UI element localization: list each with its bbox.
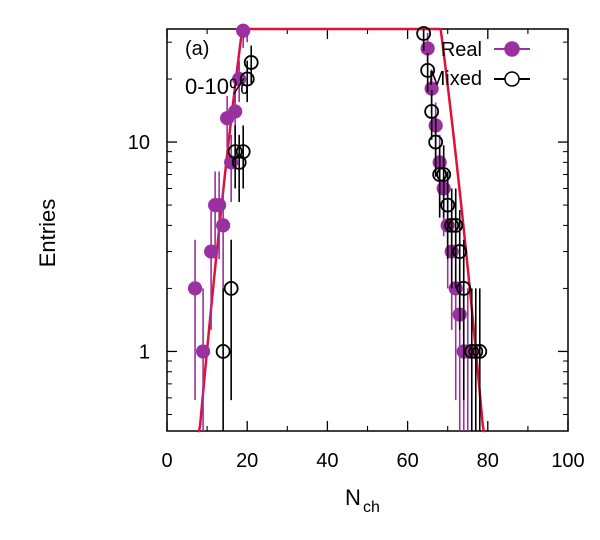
legend-mixed-marker [504,71,520,87]
x-axis-label-sub: ch [363,499,380,516]
x-tick-label: 80 [477,450,499,472]
mixed-data-point [243,55,259,70]
mixed-data-point [436,167,452,182]
mixed-data-point [215,344,231,359]
x-tick-label: 20 [236,450,258,472]
legend: Real Mixed [429,39,530,90]
legend-real-label: Real [441,39,482,61]
mixed-data-point [223,281,239,296]
mixed-data-point [444,217,460,233]
x-tick-labels: 0 20 40 60 80 100 [161,450,584,472]
mixed-data-point [424,104,440,119]
y-tick-label: 1 [139,341,150,363]
real-data-point [228,104,243,119]
y-tick-label: 10 [128,132,150,154]
real-data-point [216,218,231,233]
mixed-data-point [448,217,464,233]
mixed-data-point [420,62,436,78]
mixed-data-point [416,26,432,41]
mixed-data-point [428,134,444,150]
y-axis-ticks [167,41,568,415]
mixed-data-point [239,71,255,87]
real-data-point [195,344,211,359]
x-tick-label: 100 [551,450,584,472]
legend-real-marker [504,41,520,57]
mixed-data-point [440,197,456,213]
mixed-data-point [235,144,251,160]
y-axis-label: Entries [35,199,60,267]
x-tick-label: 60 [396,450,418,472]
mixed-data-point [452,244,468,259]
mixed-data-point [456,281,472,296]
mixed-data-point [468,344,484,359]
mixed-data-point [472,344,488,359]
mixed-data-point [464,344,480,359]
mixed-data-point [432,167,448,182]
x-axis-label: N ch [345,485,380,516]
y-tick-labels: 1101001000 [128,132,150,363]
real-data-point [187,281,203,296]
panel-label: (a) [185,38,209,60]
annotation-label: 0-10% [185,74,249,99]
legend-mixed-label: Mixed [429,68,482,90]
mixed-series-layer [215,26,488,431]
x-tick-label: 40 [316,450,338,472]
x-tick-label: 0 [161,450,172,472]
x-axis-label-main: N [345,485,361,510]
